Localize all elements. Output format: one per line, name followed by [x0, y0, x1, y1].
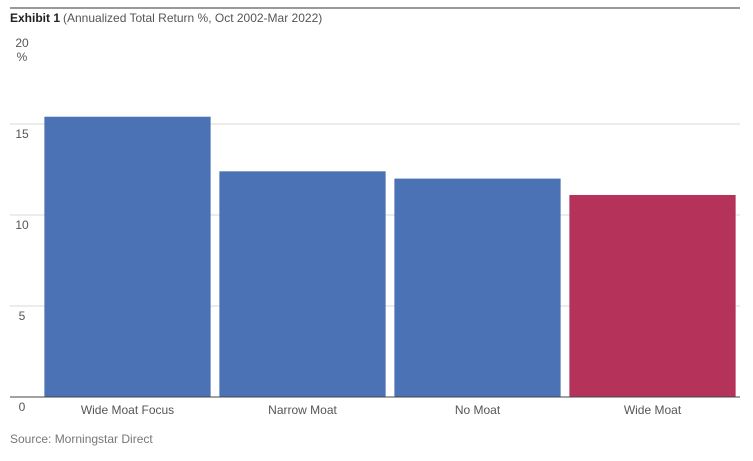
bar: [394, 178, 561, 397]
y-unit-label: %: [17, 50, 28, 64]
chart-subtitle: (Annualized Total Return %, Oct 2002-Mar…: [63, 11, 322, 25]
bar: [219, 171, 386, 397]
bar: [44, 116, 211, 397]
y-tick-label: 15: [15, 127, 29, 141]
y-tick-label: 10: [15, 218, 29, 232]
y-tick-label: 20: [15, 36, 29, 50]
chart-title: Exhibit 1: [10, 11, 60, 25]
x-tick-label: Narrow Moat: [268, 403, 337, 417]
bar: [569, 194, 736, 397]
y-tick-label: 5: [19, 309, 26, 323]
x-tick-label: Wide Moat Focus: [81, 403, 174, 417]
x-tick-label: No Moat: [455, 403, 501, 417]
y-tick-label: 0: [19, 400, 26, 414]
source: Source: Morningstar Direct: [10, 432, 153, 446]
x-tick-label: Wide Moat: [624, 403, 682, 417]
